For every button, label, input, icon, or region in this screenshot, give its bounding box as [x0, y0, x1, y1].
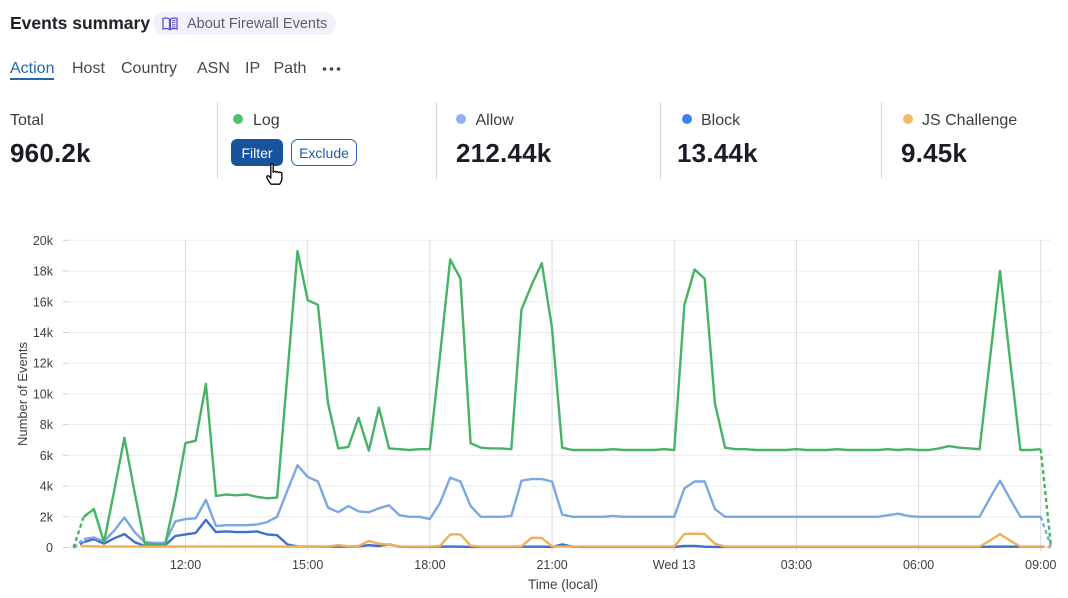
svg-text:0: 0 — [46, 541, 53, 555]
svg-text:12:00: 12:00 — [170, 558, 201, 572]
svg-text:2k: 2k — [40, 510, 54, 524]
svg-text:8k: 8k — [40, 418, 54, 432]
svg-text:18:00: 18:00 — [414, 558, 445, 572]
svg-text:16k: 16k — [33, 295, 54, 309]
svg-text:18k: 18k — [33, 265, 54, 279]
svg-text:Number of Events: Number of Events — [15, 341, 30, 446]
svg-text:09:00: 09:00 — [1025, 558, 1056, 572]
svg-text:6k: 6k — [40, 449, 54, 463]
svg-text:Time (local): Time (local) — [528, 577, 598, 592]
svg-text:06:00: 06:00 — [903, 558, 934, 572]
svg-text:20k: 20k — [33, 234, 54, 248]
svg-text:4k: 4k — [40, 480, 54, 494]
svg-text:03:00: 03:00 — [781, 558, 812, 572]
svg-text:21:00: 21:00 — [536, 558, 567, 572]
svg-text:10k: 10k — [33, 387, 54, 401]
svg-text:15:00: 15:00 — [292, 558, 323, 572]
svg-text:Wed 13: Wed 13 — [653, 558, 696, 572]
svg-text:12k: 12k — [33, 357, 54, 371]
svg-text:14k: 14k — [33, 326, 54, 340]
